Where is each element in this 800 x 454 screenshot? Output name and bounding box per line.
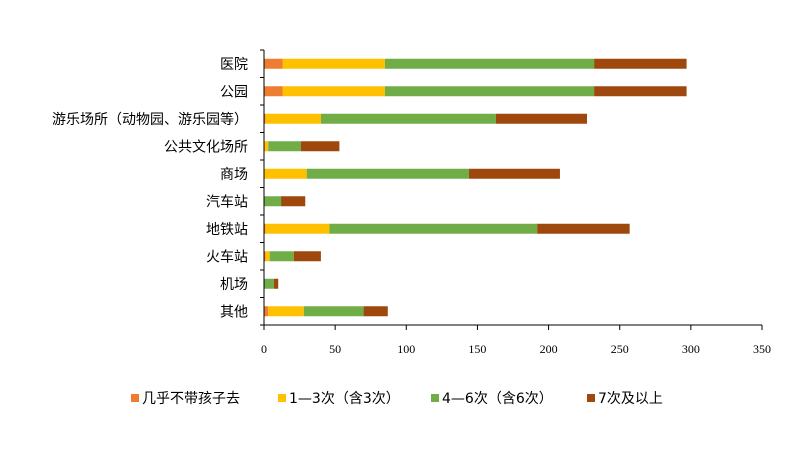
- x-tick-labels: 0 50 100 150 200 250 300 350: [261, 342, 771, 356]
- bar-segment-6-series-3: [264, 196, 282, 207]
- category-label: 公共文化场所: [164, 139, 248, 155]
- legend: 几乎不带孩子去 1—3次（含3次） 4—6次（含6次） 7次及以上: [131, 391, 663, 407]
- bar-segment-10-series-4: [363, 306, 388, 317]
- bar-segment-5-series-4: [468, 168, 560, 179]
- category-label: 游乐场所（动物园、游乐园等）: [52, 111, 248, 128]
- category-label: 火车站: [206, 248, 248, 265]
- bar-segment-2-series-3: [384, 86, 595, 97]
- x-tick-label: 50: [329, 342, 341, 356]
- bar-segment-8-series-1: [264, 251, 266, 262]
- bars-layer: [264, 58, 687, 317]
- bar-segment-4-series-4: [300, 141, 340, 152]
- bar-segment-10-series-3: [303, 306, 364, 317]
- bar-segment-2-series-4: [594, 86, 687, 97]
- legend-label-1: 几乎不带孩子去: [142, 391, 240, 407]
- category-label: 医院: [220, 57, 248, 73]
- category-label: 公园: [220, 84, 248, 100]
- legend-swatch-2: [278, 394, 286, 402]
- legend-swatch-3: [431, 394, 439, 402]
- x-tick-label: 200: [540, 342, 558, 356]
- bar-segment-4-series-2: [264, 141, 269, 152]
- bar-segment-8-series-4: [293, 251, 321, 262]
- bar-segment-1-series-3: [384, 58, 595, 69]
- category-label: 商场: [220, 167, 248, 183]
- legend-swatch-1: [131, 394, 139, 402]
- category-label: 地铁站: [206, 222, 248, 238]
- bar-segment-5-series-3: [306, 168, 469, 179]
- bar-segment-10-series-2: [268, 306, 304, 317]
- axes-layer: [260, 49, 763, 330]
- bar-segment-7-series-1: [264, 223, 266, 234]
- bar-segment-9-series-4: [273, 278, 279, 289]
- bar-segment-6-series-4: [281, 196, 306, 207]
- x-tick-label: 100: [397, 342, 415, 356]
- bar-segment-9-series-3: [264, 278, 274, 289]
- x-tick-label: 350: [753, 342, 771, 356]
- bar-segment-4-series-3: [268, 141, 301, 152]
- bar-segment-3-series-4: [495, 113, 587, 124]
- bar-segment-7-series-4: [537, 223, 630, 234]
- bar-segment-3-series-3: [320, 113, 496, 124]
- bar-segment-1-series-1: [264, 58, 283, 69]
- category-label: 机场: [220, 277, 248, 293]
- category-label: 汽车站: [206, 193, 248, 210]
- legend-label-4: 7次及以上: [598, 391, 663, 407]
- bar-segment-5-series-2: [264, 168, 307, 179]
- bar-segment-10-series-1: [264, 306, 269, 317]
- bar-segment-2-series-2: [282, 86, 385, 97]
- x-tick-label: 0: [261, 342, 267, 356]
- x-tick-label: 250: [611, 342, 629, 356]
- x-tick-label: 150: [468, 342, 486, 356]
- bar-segment-8-series-2: [265, 251, 270, 262]
- bar-segment-2-series-1: [264, 86, 283, 97]
- legend-label-2: 1—3次（含3次）: [289, 391, 400, 407]
- bar-segment-1-series-2: [282, 58, 385, 69]
- legend-swatch-4: [587, 394, 595, 402]
- x-tick-label: 300: [682, 342, 700, 356]
- legend-label-3: 4—6次（含6次）: [442, 391, 553, 407]
- category-label: 其他: [220, 304, 248, 320]
- bar-segment-7-series-2: [265, 223, 330, 234]
- bar-segment-3-series-1: [264, 113, 266, 124]
- bar-segment-1-series-4: [594, 58, 687, 69]
- bar-segment-3-series-2: [265, 113, 321, 124]
- bar-segment-8-series-3: [269, 251, 294, 262]
- bar-segment-7-series-3: [329, 223, 538, 234]
